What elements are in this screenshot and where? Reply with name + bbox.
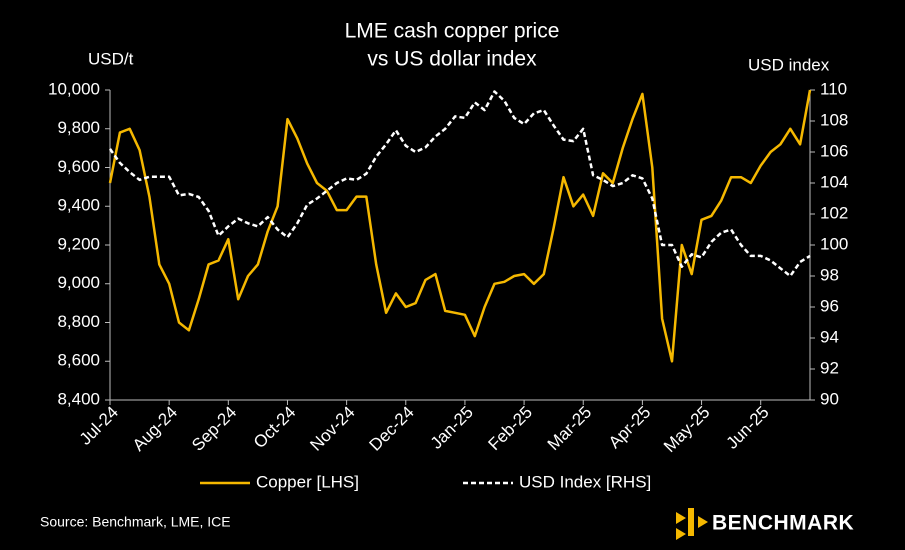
- y2-tick-label: 94: [820, 327, 839, 346]
- series-line: [108, 90, 811, 278]
- y2-tick-label: 98: [820, 265, 839, 284]
- y-tick-label: 9,400: [57, 196, 100, 215]
- y-tick-label: 9,600: [57, 157, 100, 176]
- y-tick-label: 9,200: [57, 234, 100, 253]
- y-tick-label: 9,000: [57, 273, 100, 292]
- y2-tick-label: 100: [820, 234, 848, 253]
- y2-tick-label: 104: [820, 172, 848, 191]
- chart-title: vs US dollar index: [367, 48, 537, 71]
- y2-tick-label: 92: [820, 358, 839, 377]
- y-tick-label: 8,800: [57, 312, 100, 331]
- logo-icon: [676, 508, 708, 540]
- y-tick-label: 10,000: [48, 79, 100, 98]
- y2-tick-label: 110: [820, 79, 847, 98]
- y2-tick-label: 108: [820, 110, 848, 129]
- chart-title: LME cash copper price: [345, 20, 560, 43]
- y2-tick-label: 96: [820, 296, 839, 315]
- series-line: [108, 89, 812, 363]
- y-tick-label: 8,400: [57, 389, 100, 408]
- y2-axis-label: USD index: [748, 55, 830, 74]
- y-axis-label: USD/t: [88, 49, 134, 68]
- y2-tick-label: 106: [820, 141, 848, 160]
- logo-text: BENCHMARK: [712, 512, 854, 535]
- legend-label: Copper [LHS]: [256, 472, 359, 491]
- y-tick-label: 9,800: [57, 118, 100, 137]
- legend-label: USD Index [RHS]: [519, 472, 651, 491]
- y2-tick-label: 102: [820, 203, 848, 222]
- source-note: Source: Benchmark, LME, ICE: [40, 514, 231, 530]
- y2-tick-label: 90: [820, 389, 839, 408]
- y-tick-label: 8,600: [57, 351, 100, 370]
